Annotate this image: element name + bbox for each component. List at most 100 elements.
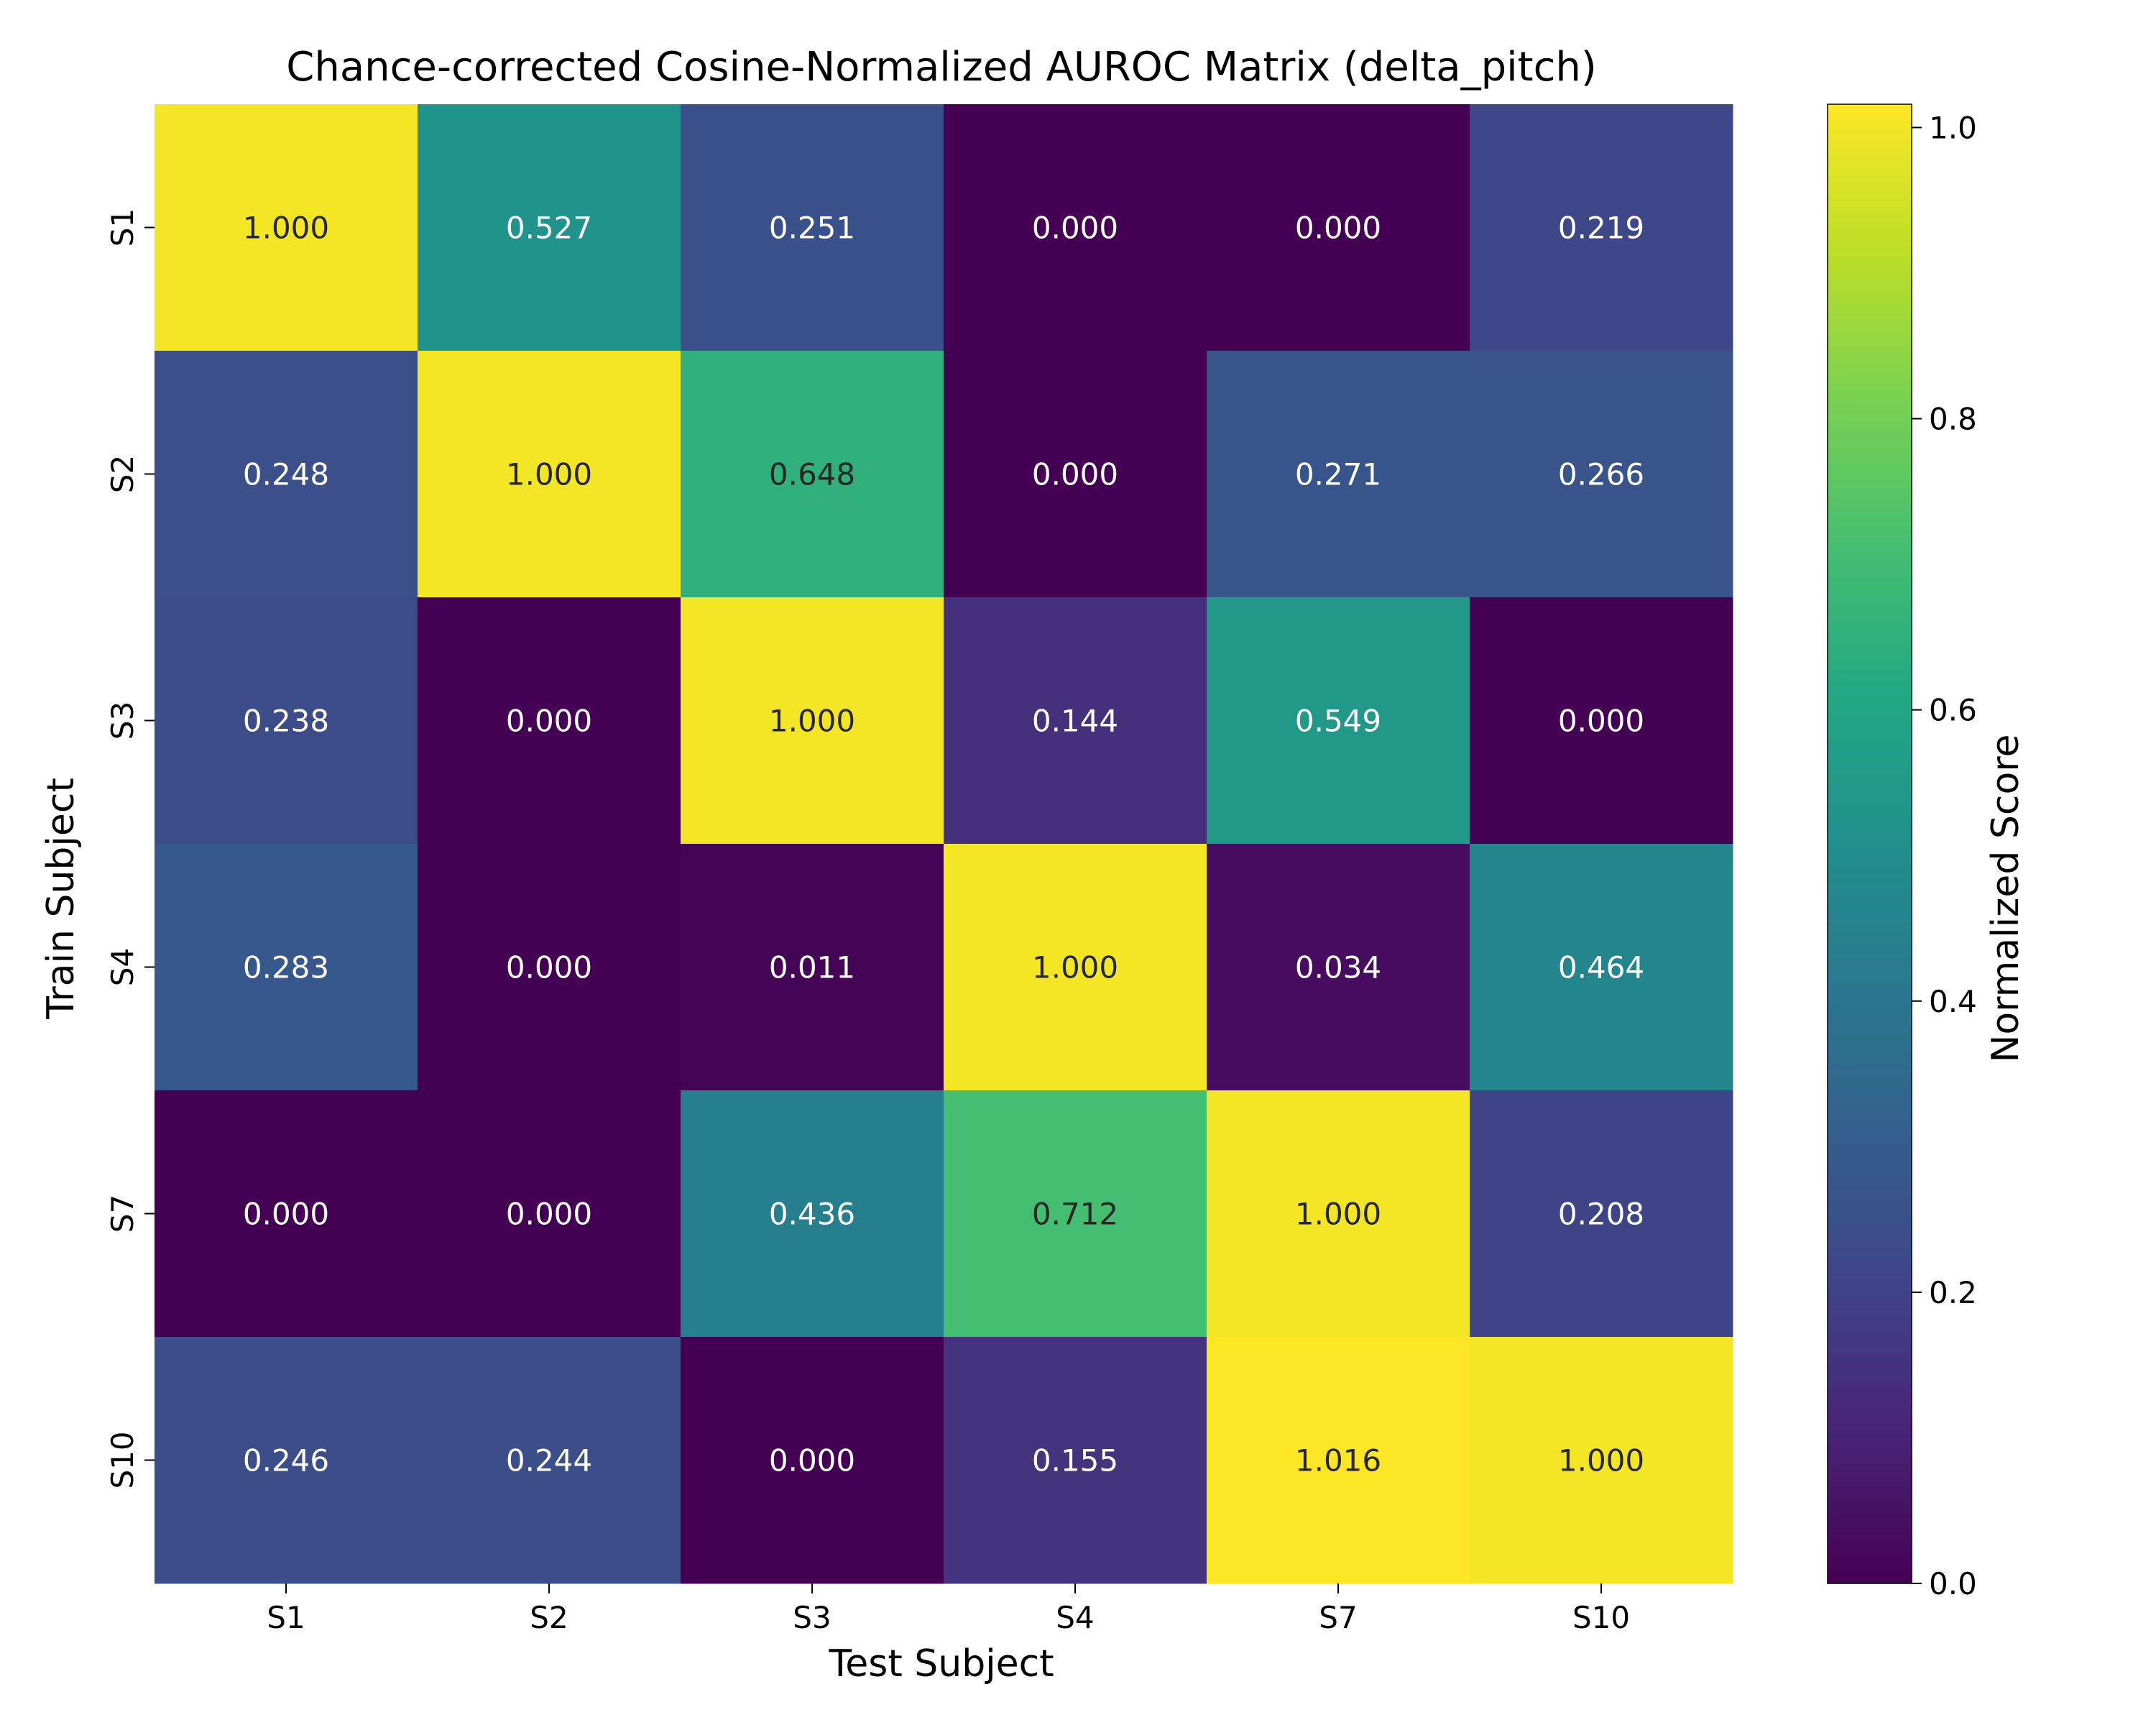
heatmap-cell-S2-S3 — [681, 351, 944, 598]
cell-value-label: 0.251 — [769, 211, 855, 246]
heatmap-cell-S10-S3 — [681, 1337, 944, 1584]
cell-value-label: 0.000 — [1032, 457, 1118, 492]
cell-value-label: 1.000 — [506, 457, 592, 492]
heatmap-cell-S2-S4 — [944, 351, 1207, 598]
cell-value-label: 0.144 — [1032, 704, 1118, 739]
heatmap-cell-S10-S1 — [155, 1337, 418, 1584]
cell-value-label: 1.000 — [243, 211, 329, 246]
y-tick-label: S7 — [105, 1195, 140, 1233]
cell-value-label: 0.712 — [1032, 1197, 1118, 1232]
chart-title: Chance-corrected Cosine-Normalized AUROC… — [286, 44, 1597, 91]
cell-value-label: 0.155 — [1032, 1443, 1118, 1478]
heatmap-cell-S2-S10 — [1470, 351, 1733, 598]
colorbar-tick-label: 0.8 — [1929, 402, 1977, 437]
x-axis-label: Test Subject — [828, 1642, 1054, 1685]
cell-value-label: 0.208 — [1558, 1197, 1644, 1232]
x-axis-ticks: S1 S2 S3 S4 S7 S10 — [267, 1583, 1630, 1635]
y-tick-label: S1 — [105, 208, 140, 247]
cell-value-label: 0.000 — [1558, 704, 1644, 739]
colorbar-tick-label: 1.0 — [1929, 110, 1977, 145]
heatmap-cell-S4-S1 — [155, 844, 418, 1091]
cell-value-label: 0.464 — [1558, 950, 1644, 985]
heatmap-cell-S1-S1 — [155, 104, 418, 351]
heatmap-cell-S1-S3 — [681, 104, 944, 351]
cell-value-label: 0.244 — [506, 1443, 592, 1478]
colorbar: 0.0 0.2 0.4 0.6 0.8 1.0 — [1827, 104, 1977, 1601]
heatmap-cell-S1-S10 — [1470, 104, 1733, 351]
heatmap-cell-S7-S4 — [944, 1090, 1207, 1338]
cell-value-label: 0.011 — [769, 950, 855, 985]
cell-value-label: 0.219 — [1558, 211, 1644, 246]
heatmap-cell-S3-S7 — [1207, 597, 1470, 845]
x-tick-label: S10 — [1572, 1600, 1630, 1635]
heatmap-cell-S1-S2 — [418, 104, 681, 351]
heatmap-cell-S10-S4 — [944, 1337, 1207, 1584]
colorbar-tick-label: 0.0 — [1929, 1566, 1977, 1601]
heatmap-cell-S10-S7 — [1207, 1337, 1470, 1584]
heatmap-cell-S1-S4 — [944, 104, 1207, 351]
cell-value-label: 1.000 — [1558, 1443, 1644, 1478]
heatmap-cell-S3-S3 — [681, 597, 944, 845]
colorbar-tick-label: 0.4 — [1929, 984, 1977, 1019]
cell-value-label: 1.016 — [1295, 1443, 1381, 1478]
heatmap-cell-S4-S4 — [944, 844, 1207, 1091]
colorbar-tick-label: 0.2 — [1929, 1275, 1977, 1310]
y-tick-label: S3 — [105, 702, 140, 740]
x-tick-label: S4 — [1056, 1600, 1094, 1635]
cell-value-label: 0.527 — [506, 211, 592, 246]
heatmap-cell-S2-S2 — [418, 351, 681, 598]
y-tick-label: S2 — [105, 455, 140, 493]
y-tick-label: S10 — [105, 1431, 140, 1489]
heatmap-cell-S3-S1 — [155, 597, 418, 845]
heatmap-cell-S2-S7 — [1207, 351, 1470, 598]
cell-value-label: 0.271 — [1295, 457, 1381, 492]
heatmap-cell-S7-S7 — [1207, 1090, 1470, 1338]
cell-value-label: 0.283 — [243, 950, 329, 985]
heatmap-cell-S7-S10 — [1470, 1090, 1733, 1338]
x-tick-label: S7 — [1319, 1600, 1357, 1635]
cell-value-label: 0.034 — [1295, 950, 1381, 985]
heatmap-cell-S7-S1 — [155, 1090, 418, 1338]
heatmap-cell-S4-S7 — [1207, 844, 1470, 1091]
y-axis-ticks: S1 S2 S3 S4 S7 S10 — [105, 208, 155, 1489]
colorbar-tick-label: 0.6 — [1929, 693, 1977, 728]
heatmap-cells: 1.000 0.527 0.251 0.000 0.000 0.219 0.248 1.000… — [155, 104, 1733, 1584]
y-tick-label: S4 — [105, 948, 140, 986]
cell-value-label: 0.000 — [769, 1443, 855, 1478]
cell-value-label: 0.000 — [243, 1197, 329, 1232]
heatmap-cell-S3-S2 — [418, 597, 681, 845]
cell-value-label: 0.648 — [769, 457, 855, 492]
cell-value-label: 0.238 — [243, 704, 329, 739]
heatmap-cell-S10-S2 — [418, 1337, 681, 1584]
cell-value-label: 0.000 — [1295, 211, 1381, 246]
cell-value-label: 0.000 — [506, 950, 592, 985]
cell-value-label: 1.000 — [769, 704, 855, 739]
y-axis-label: Train Subject — [40, 778, 83, 1020]
colorbar-frame — [1827, 104, 1912, 1584]
cell-value-label: 0.246 — [243, 1443, 329, 1478]
heatmap-cell-S4-S10 — [1470, 844, 1733, 1091]
heatmap-cell-S3-S4 — [944, 597, 1207, 845]
cell-value-label: 0.248 — [243, 457, 329, 492]
cell-value-label: 1.000 — [1295, 1197, 1381, 1232]
cell-value-label: 0.436 — [769, 1197, 855, 1232]
heatmap-cell-S7-S2 — [418, 1090, 681, 1338]
cell-value-label: 0.549 — [1295, 704, 1381, 739]
heatmap-cell-S3-S10 — [1470, 597, 1733, 845]
heatmap-cell-S1-S7 — [1207, 104, 1470, 351]
heatmap-cell-S10-S10 — [1470, 1337, 1733, 1584]
x-tick-label: S1 — [267, 1600, 305, 1635]
cell-value-label: 1.000 — [1032, 950, 1118, 985]
colorbar-gradient — [1828, 104, 1912, 1583]
colorbar-label: Normalized Score — [1984, 734, 2027, 1062]
cell-value-label: 0.000 — [506, 1197, 592, 1232]
heatmap-cell-S2-S1 — [155, 351, 418, 598]
heatmap-cell-S7-S3 — [681, 1090, 944, 1338]
heatmap-cell-S4-S2 — [418, 844, 681, 1091]
x-tick-label: S2 — [530, 1600, 568, 1635]
cell-value-label: 0.000 — [1032, 211, 1118, 246]
cell-value-label: 0.266 — [1558, 457, 1644, 492]
heatmap-cell-S4-S3 — [681, 844, 944, 1091]
cell-value-label: 0.000 — [506, 704, 592, 739]
